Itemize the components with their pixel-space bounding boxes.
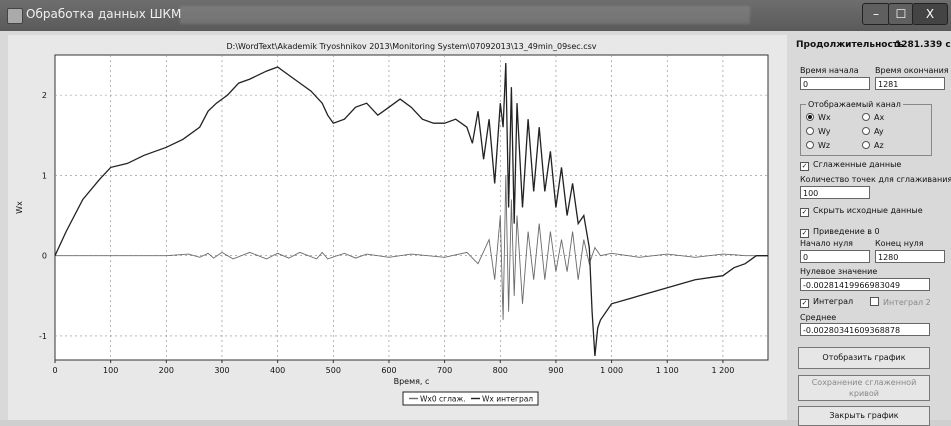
y-axis-label: Wx bbox=[15, 201, 24, 214]
zero-end-input[interactable]: 1280 bbox=[875, 250, 945, 263]
close-graph-button[interactable]: Закрыть график bbox=[798, 406, 930, 426]
close-button[interactable]: X bbox=[912, 3, 948, 25]
zero-start-label: Начало нуля bbox=[800, 239, 853, 248]
x-tick-label: 300 bbox=[214, 366, 229, 375]
x-tick-label: 100 bbox=[103, 366, 118, 375]
x-tick-label: 800 bbox=[493, 366, 508, 375]
radio-az[interactable]: Az bbox=[862, 141, 884, 150]
legend-entry: Wx интеграл bbox=[482, 395, 533, 404]
radio-wy[interactable]: Wy bbox=[806, 127, 831, 136]
x-tick-label: 1 000 bbox=[600, 366, 623, 375]
integral2-checkbox[interactable]: Интеграл 2 bbox=[870, 297, 931, 307]
legend-entry: Wx0 сглаж. bbox=[420, 395, 466, 404]
maximize-button[interactable]: ☐ bbox=[888, 3, 914, 25]
radio-wz[interactable]: Wz bbox=[806, 141, 830, 150]
plot-frame bbox=[54, 54, 769, 361]
series-line-1 bbox=[55, 175, 768, 320]
minimize-button[interactable]: – bbox=[862, 3, 890, 25]
x-tick-label: 600 bbox=[381, 366, 396, 375]
radio-ay[interactable]: Ay bbox=[862, 127, 884, 136]
mean-label: Среднее bbox=[800, 313, 837, 322]
series-line-2 bbox=[54, 62, 768, 357]
zero-start-input[interactable]: 0 bbox=[800, 250, 870, 263]
end-time-input[interactable]: 1281 bbox=[875, 77, 945, 90]
points-label: Количество точек для сглаживания bbox=[800, 175, 951, 184]
null-value-label: Нулевое значение bbox=[800, 267, 878, 276]
x-tick-label: 1 100 bbox=[656, 366, 679, 375]
window-title: Обработка данных ШКМ bbox=[26, 7, 182, 21]
taskbar-blur bbox=[180, 6, 750, 24]
y-tick-label: 1 bbox=[42, 171, 47, 180]
x-axis-label: Время, с bbox=[394, 377, 430, 386]
chart-area: D:\WordText\Akademik Tryoshnikov 2013\Mo… bbox=[8, 35, 787, 420]
x-tick-label: 0 bbox=[52, 366, 57, 375]
y-tick-label: 2 bbox=[42, 91, 47, 100]
radio-wx[interactable]: Wx bbox=[806, 113, 831, 122]
x-tick-label: 700 bbox=[437, 366, 452, 375]
legend-box bbox=[402, 391, 539, 406]
x-tick-label: 1 200 bbox=[711, 366, 734, 375]
start-time-input[interactable]: 0 bbox=[800, 77, 870, 90]
points-input[interactable]: 100 bbox=[800, 186, 870, 199]
y-tick-label: -1 bbox=[39, 332, 47, 341]
y-tick-label: 0 bbox=[42, 252, 47, 261]
hide-raw-checkbox[interactable]: ✓ Скрыть исходные данные bbox=[800, 206, 923, 217]
mean-input[interactable]: -0.00280341609368878 bbox=[800, 323, 930, 336]
integral-checkbox[interactable]: ✓ Интеграл bbox=[800, 297, 854, 308]
duration-value: 1281.339 с bbox=[895, 40, 951, 50]
duration-label: Продолжительность bbox=[796, 40, 904, 50]
title-bar: Обработка данных ШКМ – ☐ X bbox=[0, 0, 951, 31]
show-graph-button[interactable]: Отобразить график bbox=[798, 347, 930, 369]
x-tick-label: 200 bbox=[159, 366, 174, 375]
zero-end-label: Конец нуля bbox=[875, 239, 924, 248]
chart: D:\WordText\Akademik Tryoshnikov 2013\Mo… bbox=[15, 42, 769, 406]
channel-group-label: Отображаемый канал bbox=[806, 100, 903, 109]
end-time-label: Время окончания bbox=[875, 66, 949, 75]
x-tick-label: 400 bbox=[270, 366, 285, 375]
smooth-checkbox[interactable]: ✓ Сглаженные данные bbox=[800, 160, 902, 171]
start-time-label: Время начала bbox=[800, 66, 859, 75]
save-smoothed-button[interactable]: Сохранение сглаженной кривой bbox=[798, 375, 930, 401]
x-tick-label: 500 bbox=[326, 366, 341, 375]
zero-checkbox[interactable]: ✓ Приведение в 0 bbox=[800, 227, 880, 238]
app-icon bbox=[7, 8, 23, 24]
x-tick-label: 900 bbox=[548, 366, 563, 375]
null-value-input[interactable]: -0.00281419966983049 bbox=[800, 278, 930, 291]
control-panel: Продолжительность 1281.339 с Время начал… bbox=[790, 35, 951, 426]
radio-ax[interactable]: Ax bbox=[862, 113, 884, 122]
chart-title: D:\WordText\Akademik Tryoshnikov 2013\Mo… bbox=[226, 42, 596, 51]
